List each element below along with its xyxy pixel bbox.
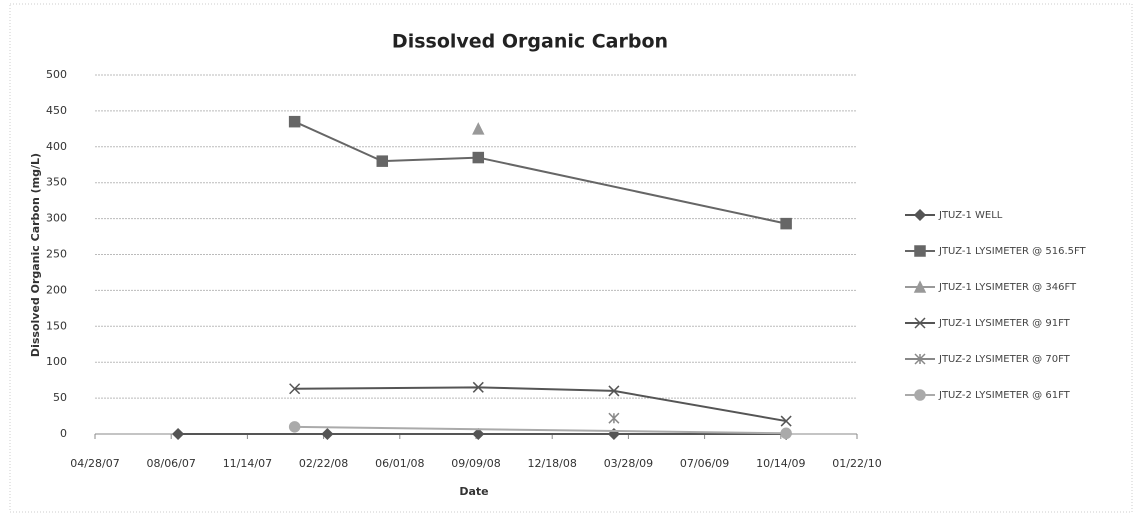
chart-title: Dissolved Organic Carbon xyxy=(392,31,668,53)
legend-label: JTUZ-2 LYSIMETER @ 70FT xyxy=(938,354,1071,365)
x-tick-label: 02/22/08 xyxy=(299,457,348,470)
marker xyxy=(472,151,485,164)
marker xyxy=(913,280,927,293)
legend-label: JTUZ-2 LYSIMETER @ 61FT xyxy=(938,390,1071,401)
marker xyxy=(288,421,301,433)
x-tick-label: 03/28/09 xyxy=(604,457,653,470)
marker xyxy=(780,217,792,230)
marker xyxy=(376,155,389,167)
series-line xyxy=(294,120,787,225)
y-tick-label: 300 xyxy=(46,212,67,225)
series-line xyxy=(294,425,787,435)
marker xyxy=(289,383,301,395)
x-tick-label: 08/06/07 xyxy=(146,457,195,470)
x-tick-label: 10/14/09 xyxy=(756,457,805,470)
marker xyxy=(608,385,620,397)
marker xyxy=(472,381,484,393)
y-tick-label: 250 xyxy=(46,248,67,261)
marker xyxy=(472,427,485,441)
y-tick-label: 450 xyxy=(46,104,67,117)
legend-label: JTUZ-1 LYSIMETER @ 516.5FT xyxy=(938,246,1087,257)
x-axis-title: Date xyxy=(459,485,488,498)
legend-label: JTUZ-1 WELL xyxy=(938,210,1003,221)
x-tick-label: 07/06/09 xyxy=(680,457,729,470)
chart-border xyxy=(9,3,1133,513)
marker xyxy=(288,115,301,128)
marker xyxy=(472,122,485,135)
x-tick-label: 11/14/07 xyxy=(223,457,272,470)
marker xyxy=(171,427,185,441)
marker xyxy=(608,412,620,424)
y-tick-label: 50 xyxy=(53,391,67,404)
x-tick-label: 04/28/07 xyxy=(70,457,119,470)
x-tick-label: 01/22/10 xyxy=(832,457,881,470)
marker xyxy=(780,427,792,440)
marker xyxy=(913,208,927,222)
y-tick-label: 350 xyxy=(46,176,67,189)
x-tick-label: 12/18/08 xyxy=(527,457,576,470)
marker xyxy=(914,317,926,329)
y-tick-label: 200 xyxy=(46,283,67,296)
y-tick-label: 150 xyxy=(46,319,67,332)
x-tick-label: 09/09/08 xyxy=(451,457,500,470)
legend-label: JTUZ-1 LYSIMETER @ 346FT xyxy=(938,282,1077,293)
marker xyxy=(780,415,792,427)
y-tick-label: 400 xyxy=(46,140,67,153)
y-tick-label: 100 xyxy=(46,355,67,368)
legend-label: JTUZ-1 LYSIMETER @ 91FT xyxy=(938,318,1071,329)
marker xyxy=(321,427,334,441)
series-line xyxy=(294,386,787,423)
y-tick-label: 500 xyxy=(46,68,67,81)
y-axis-title: Dissolved Organic Carbon (mg/L) xyxy=(29,153,42,357)
y-tick-label: 0 xyxy=(60,427,67,440)
x-tick-label: 06/01/08 xyxy=(375,457,424,470)
marker xyxy=(914,245,926,257)
marker xyxy=(914,389,926,401)
marker xyxy=(914,353,926,365)
